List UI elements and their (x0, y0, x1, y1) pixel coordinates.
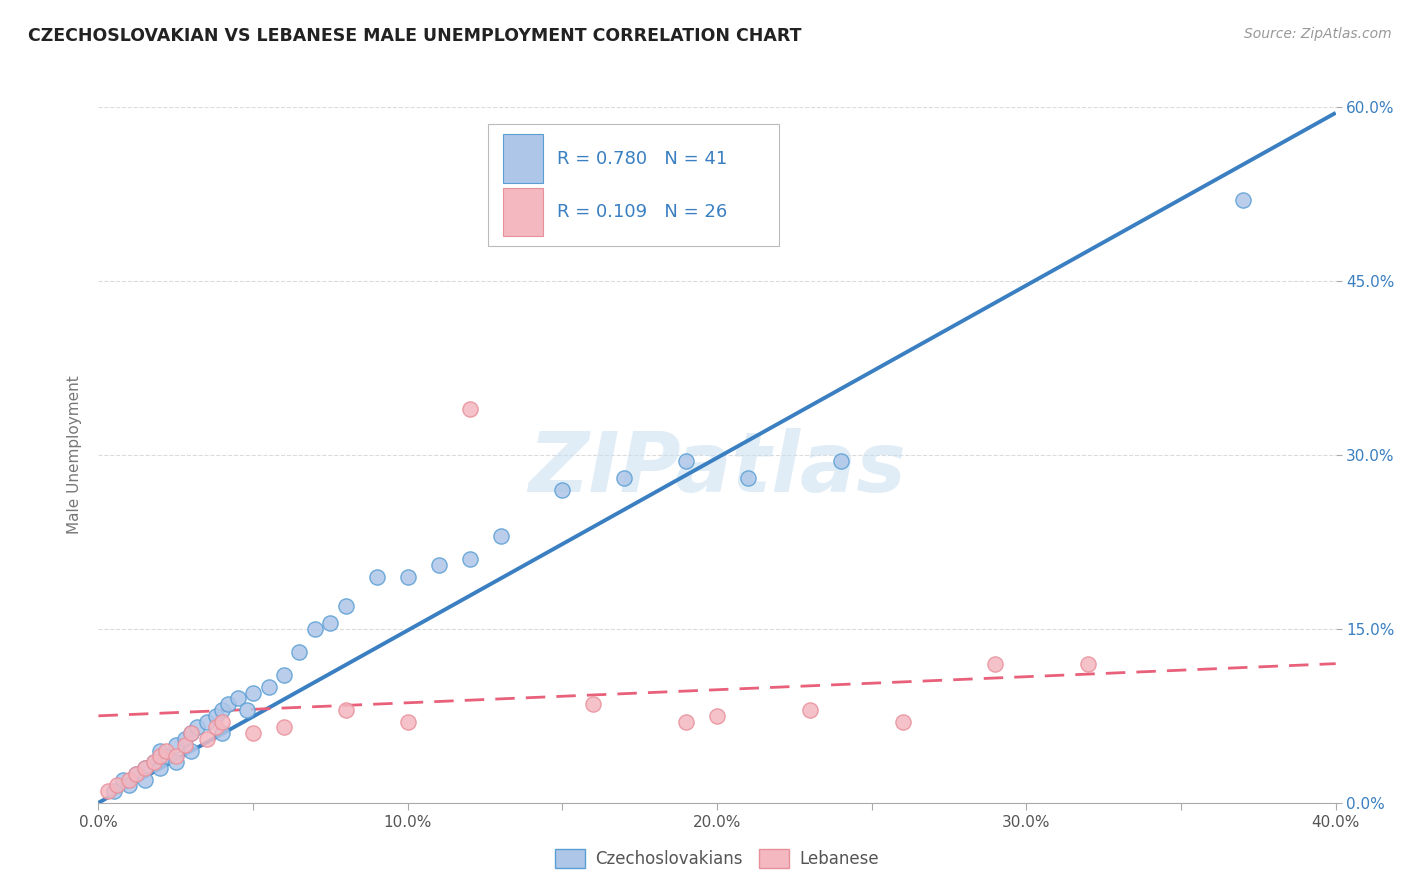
Point (737, 471, 759, 485)
Point (143, 755, 166, 769)
Point (211, 703, 233, 717)
Point (165, 738, 187, 752)
Point (180, 726, 202, 740)
Text: R = 0.109   N = 26: R = 0.109 N = 26 (557, 203, 728, 221)
Point (458, 401, 481, 416)
Point (118, 772, 141, 787)
FancyBboxPatch shape (503, 134, 543, 183)
Point (242, 685, 264, 699)
Point (273, 721, 295, 735)
Point (134, 772, 156, 787)
Point (186, 721, 208, 735)
Point (97, 784, 120, 798)
Point (675, 714, 697, 729)
Point (257, 680, 280, 694)
FancyBboxPatch shape (503, 187, 543, 236)
Point (984, 657, 1007, 671)
Point (112, 772, 135, 787)
Point (458, 552, 481, 566)
Point (124, 766, 146, 781)
Point (174, 731, 197, 746)
Point (134, 761, 156, 775)
Y-axis label: Male Unemployment: Male Unemployment (67, 376, 83, 534)
Point (149, 749, 172, 764)
Point (335, 703, 357, 717)
Point (335, 599, 357, 613)
Point (174, 738, 197, 752)
Point (105, 778, 128, 792)
Point (143, 755, 166, 769)
Point (211, 726, 233, 740)
Point (211, 714, 233, 729)
Point (242, 726, 264, 740)
Point (706, 708, 728, 723)
Point (427, 558, 450, 573)
Point (319, 615, 342, 630)
Point (180, 726, 202, 740)
Point (582, 698, 605, 712)
Point (155, 744, 177, 758)
Point (489, 529, 512, 543)
Point (396, 714, 419, 729)
Point (366, 569, 388, 583)
Point (288, 645, 311, 659)
Point (149, 761, 172, 775)
Point (195, 714, 218, 729)
Point (799, 703, 821, 717)
Text: ZIPatlas: ZIPatlas (529, 428, 905, 509)
Point (118, 778, 141, 792)
Point (165, 749, 187, 764)
Point (891, 714, 914, 729)
Point (396, 569, 419, 583)
Point (304, 622, 326, 636)
Point (205, 721, 228, 735)
Point (551, 483, 574, 497)
Text: Source: ZipAtlas.com: Source: ZipAtlas.com (1244, 27, 1392, 41)
Point (103, 784, 125, 798)
Point (124, 766, 146, 781)
Point (149, 744, 172, 758)
Point (226, 691, 249, 706)
Point (165, 755, 187, 769)
Text: CZECHOSLOVAKIAN VS LEBANESE MALE UNEMPLOYMENT CORRELATION CHART: CZECHOSLOVAKIAN VS LEBANESE MALE UNEMPLO… (28, 27, 801, 45)
Point (236, 703, 259, 717)
Point (134, 761, 156, 775)
Point (217, 698, 239, 712)
Point (180, 744, 202, 758)
Point (613, 471, 636, 485)
Point (205, 708, 228, 723)
Point (830, 453, 852, 467)
Point (1232, 193, 1254, 207)
Point (675, 453, 697, 467)
Legend: Czechoslovakians, Lebanese: Czechoslovakians, Lebanese (548, 842, 886, 874)
Text: R = 0.780   N = 41: R = 0.780 N = 41 (557, 150, 728, 168)
Point (1077, 657, 1099, 671)
Point (195, 731, 218, 746)
Point (155, 749, 177, 764)
FancyBboxPatch shape (488, 124, 779, 246)
Point (273, 668, 295, 682)
